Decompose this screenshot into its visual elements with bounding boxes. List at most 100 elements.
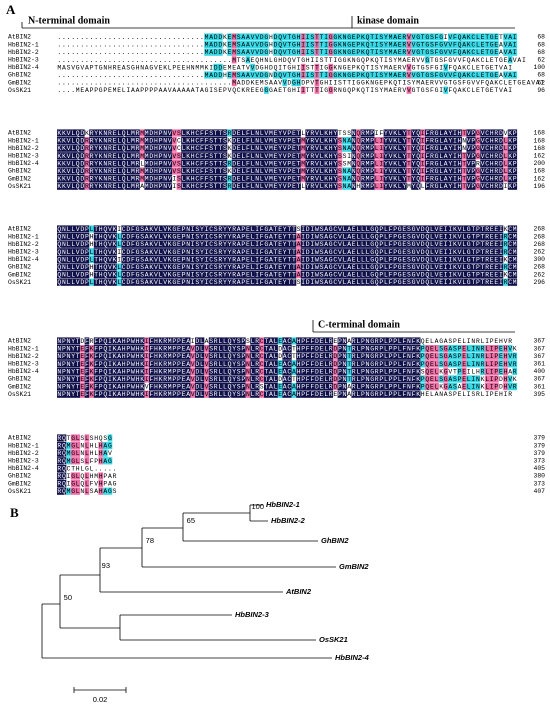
residue-shade	[402, 175, 407, 183]
residue-shade	[130, 182, 136, 190]
residue-shade	[425, 71, 430, 79]
residue-shade	[484, 233, 490, 241]
residue-shade	[475, 144, 481, 152]
residue-shade	[204, 33, 209, 41]
residue-shade	[84, 182, 90, 190]
residue-shade	[346, 137, 352, 145]
residue-shade	[328, 159, 334, 167]
residue-shade	[61, 152, 67, 160]
residue-shade	[190, 175, 196, 183]
residue-shade	[388, 71, 393, 79]
residue-shade	[369, 175, 375, 183]
residue-shade	[425, 48, 430, 56]
residue-shade	[213, 144, 219, 152]
residue-shade	[66, 175, 71, 183]
residue-shade	[153, 225, 159, 233]
residue-shade	[392, 240, 398, 248]
residue-shade	[489, 129, 495, 137]
residue-shade	[149, 240, 154, 248]
residue-shade	[296, 129, 301, 137]
residue-shade	[208, 129, 214, 137]
residue-shade	[84, 240, 90, 248]
residue-shade	[512, 233, 518, 241]
residue-shade	[199, 159, 205, 167]
residue-shade	[245, 225, 251, 233]
residue-shade	[162, 182, 168, 190]
residue-shade	[406, 240, 412, 248]
sequence: ................................MADDHEMS…	[57, 72, 516, 79]
residue-shade	[250, 71, 255, 79]
residue-shade	[84, 175, 90, 183]
residue-shade	[268, 144, 274, 152]
residue-shade	[406, 144, 412, 152]
residue-shade	[70, 129, 76, 137]
residue-shade	[429, 233, 435, 241]
residue-shade	[448, 240, 453, 248]
residue-shade	[130, 129, 136, 137]
residue-shade	[181, 129, 186, 137]
residue-shade	[172, 167, 177, 175]
residue-shade	[305, 41, 311, 49]
residue-shade	[61, 137, 67, 145]
residue-shade	[388, 182, 393, 190]
residue-shade	[57, 182, 62, 190]
residue-shade	[176, 159, 182, 167]
residue-shade	[149, 159, 154, 167]
residue-shade	[144, 167, 150, 175]
residue-shade	[66, 233, 71, 241]
residue-shade	[75, 240, 81, 248]
residue-shade	[392, 48, 398, 56]
residue-shade	[438, 175, 444, 183]
residue-shade	[507, 167, 513, 175]
sequence-end: 367	[533, 353, 545, 360]
residue-shade	[461, 159, 467, 167]
residue-shade	[512, 159, 518, 167]
residue-shade	[204, 233, 209, 241]
residue-shade	[360, 144, 366, 152]
residue-shade	[333, 175, 338, 183]
residue-shade	[103, 233, 108, 241]
residue-shade	[438, 48, 444, 56]
residue-shade	[420, 159, 426, 167]
residue-shade	[162, 137, 168, 145]
residue-shade	[397, 175, 403, 183]
residue-shade	[314, 137, 320, 145]
residue-shade	[89, 182, 94, 190]
residue-shade	[494, 182, 499, 190]
residue-shade	[204, 144, 209, 152]
residue-shade	[356, 137, 361, 145]
residue-shade	[415, 240, 421, 248]
residue-shade	[195, 159, 200, 167]
residue-shade	[342, 33, 347, 41]
residue-shade	[337, 225, 343, 233]
residue-shade	[310, 240, 315, 248]
residue-shade	[190, 240, 196, 248]
residue-shade	[296, 41, 301, 49]
residue-shade	[411, 71, 416, 79]
residue-shade	[112, 225, 117, 233]
residue-shade	[498, 137, 504, 145]
residue-shade	[93, 233, 99, 241]
residue-shade	[379, 159, 384, 167]
residue-shade	[319, 240, 324, 248]
residue-shade	[365, 240, 370, 248]
residue-shade	[70, 167, 76, 175]
residue-shade	[503, 137, 508, 145]
residue-shade	[420, 175, 426, 183]
residue-shade	[167, 137, 173, 145]
residue-shade	[75, 159, 81, 167]
residue-shade	[167, 144, 173, 152]
residue-shade	[273, 182, 278, 190]
residue-shade	[291, 152, 297, 160]
residue-shade	[218, 63, 223, 71]
residue-shade	[190, 225, 196, 233]
residue-shade	[305, 152, 311, 160]
residue-shade	[208, 167, 214, 175]
residue-shade	[153, 182, 159, 190]
sequence-end: 300	[533, 256, 545, 263]
residue-shade	[314, 175, 320, 183]
residue-shade	[296, 152, 301, 160]
residue-shade	[383, 137, 389, 145]
residue-shade	[250, 137, 255, 145]
residue-shade	[494, 159, 499, 167]
